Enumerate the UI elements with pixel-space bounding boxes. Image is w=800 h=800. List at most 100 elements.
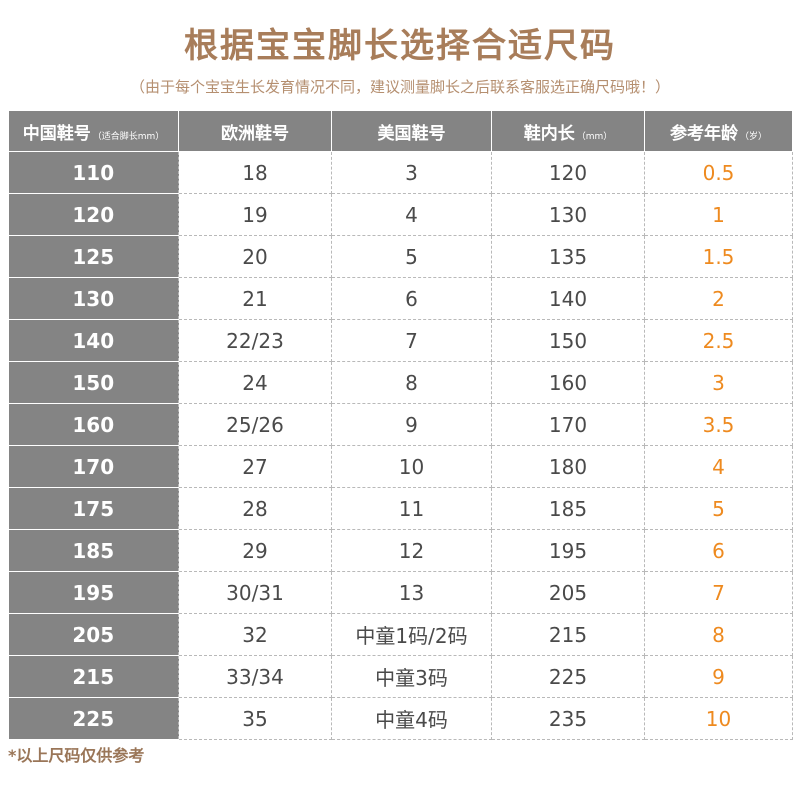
cell-inner-length: 170 bbox=[491, 403, 645, 446]
header-eu-size: 欧洲鞋号 bbox=[178, 110, 332, 152]
cell-eu-size: 28 bbox=[178, 487, 332, 530]
header-note: （岁） bbox=[739, 131, 767, 142]
cell-eu-size: 32 bbox=[178, 613, 332, 656]
cell-inner-length: 180 bbox=[491, 445, 645, 488]
cell-ref-age: 9 bbox=[644, 655, 793, 698]
cell-ref-age: 4 bbox=[644, 445, 793, 488]
cell-eu-size: 25/26 bbox=[178, 403, 332, 446]
cell-inner-length: 140 bbox=[491, 277, 645, 320]
cell-ref-age: 8 bbox=[644, 613, 793, 656]
header-label: 中国鞋号 bbox=[22, 123, 91, 144]
footnote: *以上尺码仅供参考 bbox=[8, 746, 145, 765]
cell-ref-age: 1 bbox=[644, 193, 793, 236]
table-row: 125 20 5 135 1.5 bbox=[8, 235, 793, 278]
table-row: 205 32 中童1码/2码 215 8 bbox=[8, 613, 793, 656]
cell-inner-length: 205 bbox=[491, 571, 645, 614]
cell-cn-size: 160 bbox=[8, 403, 179, 446]
cell-inner-length: 160 bbox=[491, 361, 645, 404]
header-note: （适合脚长mm） bbox=[92, 131, 165, 142]
cell-cn-size: 215 bbox=[8, 655, 179, 698]
header-us-size: 美国鞋号 bbox=[331, 110, 492, 152]
cell-eu-size: 29 bbox=[178, 529, 332, 572]
table-row: 120 19 4 130 1 bbox=[8, 193, 793, 236]
cell-inner-length: 150 bbox=[491, 319, 645, 362]
cell-us-size: 中童1码/2码 bbox=[331, 613, 492, 656]
cell-inner-length: 225 bbox=[491, 655, 645, 698]
cell-eu-size: 27 bbox=[178, 445, 332, 488]
table-row: 160 25/26 9 170 3.5 bbox=[8, 403, 793, 446]
cell-us-size: 10 bbox=[331, 445, 492, 488]
cell-inner-length: 215 bbox=[491, 613, 645, 656]
cell-us-size: 5 bbox=[331, 235, 492, 278]
header-label: 美国鞋号 bbox=[377, 123, 446, 144]
cell-cn-size: 195 bbox=[8, 571, 179, 614]
cell-cn-size: 170 bbox=[8, 445, 179, 488]
cell-inner-length: 120 bbox=[491, 151, 645, 194]
header-label: 欧洲鞋号 bbox=[221, 123, 289, 144]
cell-cn-size: 185 bbox=[8, 529, 179, 572]
cell-eu-size: 24 bbox=[178, 361, 332, 404]
cell-us-size: 4 bbox=[331, 193, 492, 236]
cell-cn-size: 225 bbox=[8, 697, 179, 740]
header-inner-length: 鞋内长 （mm） bbox=[491, 110, 645, 152]
cell-us-size: 11 bbox=[331, 487, 492, 530]
page-subtitle: （由于每个宝宝生长发育情况不同，建议测量脚长之后联系客服选正确尺码哦！） bbox=[129, 78, 670, 96]
cell-cn-size: 110 bbox=[8, 151, 179, 194]
cell-eu-size: 18 bbox=[178, 151, 332, 194]
cell-ref-age: 10 bbox=[644, 697, 793, 740]
cell-eu-size: 19 bbox=[178, 193, 332, 236]
cell-ref-age: 2 bbox=[644, 277, 793, 320]
cell-inner-length: 130 bbox=[491, 193, 645, 236]
cell-us-size: 6 bbox=[331, 277, 492, 320]
cell-us-size: 3 bbox=[331, 151, 492, 194]
header-note: （mm） bbox=[576, 131, 613, 142]
cell-us-size: 中童3码 bbox=[331, 655, 492, 698]
cell-inner-length: 135 bbox=[491, 235, 645, 278]
header-ref-age: 参考年龄 （岁） bbox=[644, 110, 793, 152]
table-row: 150 24 8 160 3 bbox=[8, 361, 793, 404]
cell-ref-age: 6 bbox=[644, 529, 793, 572]
cell-ref-age: 7 bbox=[644, 571, 793, 614]
table-row: 110 18 3 120 0.5 bbox=[8, 151, 793, 194]
cell-ref-age: 5 bbox=[644, 487, 793, 530]
size-table: 中国鞋号 （适合脚长mm） 欧洲鞋号 美国鞋号 鞋内长 （mm） 参考年龄 （岁） 1… bbox=[8, 110, 793, 740]
table-row: 175 28 11 185 5 bbox=[8, 487, 793, 530]
table-header-row: 中国鞋号 （适合脚长mm） 欧洲鞋号 美国鞋号 鞋内长 （mm） 参考年龄 （岁） bbox=[8, 110, 793, 152]
cell-ref-age: 2.5 bbox=[644, 319, 793, 362]
header-label: 参考年龄 bbox=[669, 123, 738, 144]
table-row: 130 21 6 140 2 bbox=[8, 277, 793, 320]
cell-cn-size: 125 bbox=[8, 235, 179, 278]
cell-us-size: 12 bbox=[331, 529, 492, 572]
table-row: 195 30/31 13 205 7 bbox=[8, 571, 793, 614]
cell-us-size: 9 bbox=[331, 403, 492, 446]
table-row: 170 27 10 180 4 bbox=[8, 445, 793, 488]
cell-ref-age: 0.5 bbox=[644, 151, 793, 194]
cell-cn-size: 150 bbox=[8, 361, 179, 404]
cell-eu-size: 21 bbox=[178, 277, 332, 320]
cell-eu-size: 35 bbox=[178, 697, 332, 740]
cell-ref-age: 3.5 bbox=[644, 403, 793, 446]
cell-us-size: 中童4码 bbox=[331, 697, 492, 740]
cell-cn-size: 120 bbox=[8, 193, 179, 236]
cell-ref-age: 1.5 bbox=[644, 235, 793, 278]
table-row: 140 22/23 7 150 2.5 bbox=[8, 319, 793, 362]
cell-inner-length: 235 bbox=[491, 697, 645, 740]
cell-inner-length: 195 bbox=[491, 529, 645, 572]
cell-inner-length: 185 bbox=[491, 487, 645, 530]
cell-cn-size: 175 bbox=[8, 487, 179, 530]
cell-eu-size: 20 bbox=[178, 235, 332, 278]
cell-cn-size: 140 bbox=[8, 319, 179, 362]
cell-ref-age: 3 bbox=[644, 361, 793, 404]
table-row: 215 33/34 中童3码 225 9 bbox=[8, 655, 793, 698]
table-row: 225 35 中童4码 235 10 bbox=[8, 697, 793, 740]
cell-us-size: 8 bbox=[331, 361, 492, 404]
page-title: 根据宝宝脚长选择合适尺码 bbox=[184, 26, 616, 66]
cell-eu-size: 22/23 bbox=[178, 319, 332, 362]
cell-us-size: 7 bbox=[331, 319, 492, 362]
header-cn-size: 中国鞋号 （适合脚长mm） bbox=[8, 110, 179, 152]
size-chart: 中国鞋号 （适合脚长mm） 欧洲鞋号 美国鞋号 鞋内长 （mm） 参考年龄 （岁） 1… bbox=[8, 110, 793, 740]
cell-eu-size: 33/34 bbox=[178, 655, 332, 698]
cell-eu-size: 30/31 bbox=[178, 571, 332, 614]
cell-cn-size: 130 bbox=[8, 277, 179, 320]
header-label: 鞋内长 bbox=[523, 123, 575, 144]
